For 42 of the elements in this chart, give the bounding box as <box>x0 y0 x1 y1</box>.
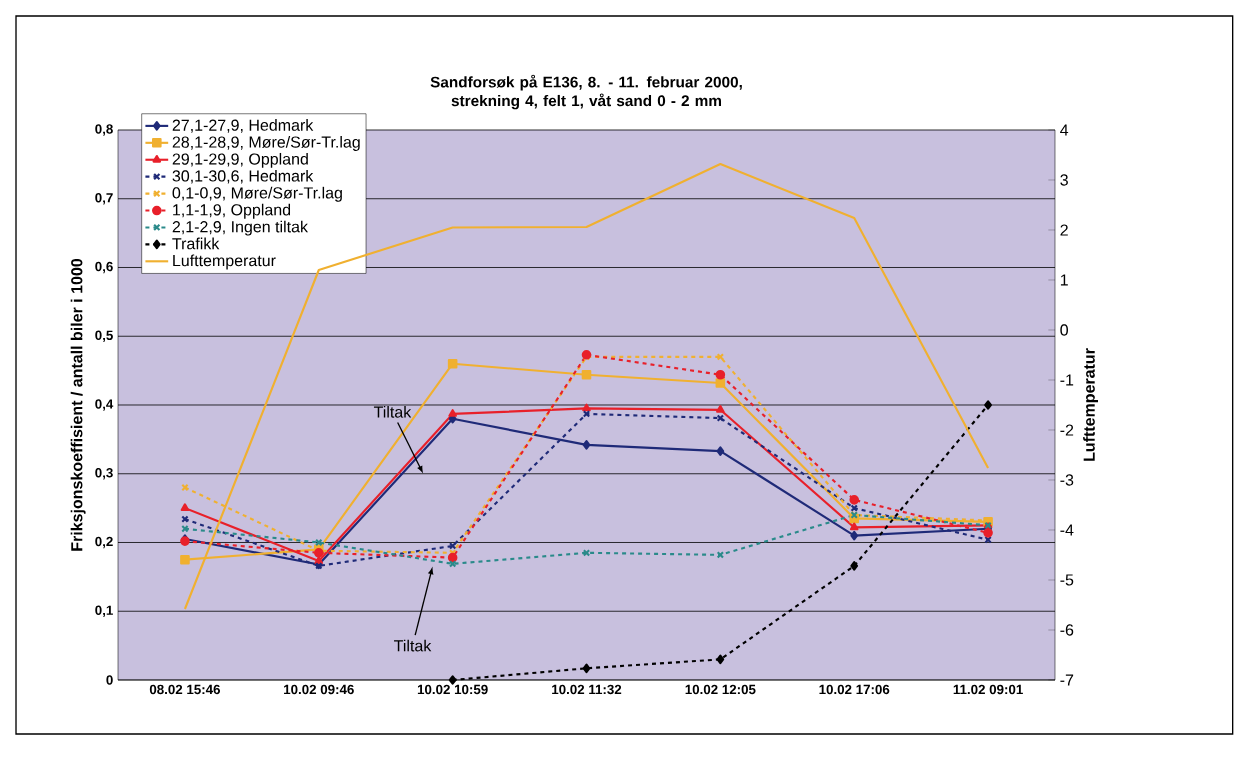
legend-label: Lufttemperatur <box>173 254 276 270</box>
legend-label: 27,1-27,9, Hedmark <box>172 119 314 133</box>
y-tick-label: 0,4 <box>95 399 114 411</box>
legend-label: 30,1-30,6, Hedmark <box>172 169 314 184</box>
y-tick-label: 0,8 <box>95 124 113 136</box>
legend-label: 28,1-28,9, Møre/Sør-Tr.lag <box>172 136 360 151</box>
x-tick-label: 10.02 10:59 <box>417 684 488 695</box>
y2-tick-label: 4 <box>1060 124 1069 136</box>
x-tick-label: 10.02 09:46 <box>284 684 354 695</box>
y2-tick-label: -2 <box>1060 424 1074 436</box>
x-tick-label: 10.02 11:32 <box>552 684 622 695</box>
y2-tick-label: -3 <box>1060 474 1074 486</box>
y2-tick-label: -5 <box>1060 574 1074 586</box>
x-tick-label: 10.02 12:05 <box>685 684 756 695</box>
chart-title: Sandforsøk på E136, 8. - 11. februar 2000, strekning 4, felt 1, våt sand 0 - 2 mm <box>430 74 742 110</box>
annotation: Tiltak <box>373 406 412 418</box>
legend-label: 2,1-2,9, Ingen tiltak <box>172 220 309 236</box>
x-tick-label: 10.02 17:06 <box>819 684 890 695</box>
y2-tick-label: -4 <box>1060 524 1074 536</box>
y-tick-label: 0,1 <box>95 605 113 617</box>
legend-label: Trafikk <box>172 237 220 250</box>
y2-tick-label: 0 <box>1060 324 1068 336</box>
legend-label: 29,1-29,9, Oppland <box>172 152 308 168</box>
y-tick-label: 0,7 <box>95 193 113 205</box>
legend-label: 0,1-0,9, Møre/Sør-Tr.lag <box>172 186 342 202</box>
y-tick-label: 0 <box>106 675 113 685</box>
y2-tick-label: 3 <box>1060 174 1068 186</box>
y-tick-label: 0,3 <box>95 468 113 480</box>
y2-tick-label: -7 <box>1060 674 1074 686</box>
y2-axis-title: Lufttemperatur <box>1083 348 1099 461</box>
y2-tick-label: 2 <box>1060 224 1068 236</box>
x-tick-label: 11.02 09:01 <box>953 684 1023 695</box>
x-tick-label: 08.02 15:46 <box>149 684 221 695</box>
y2-tick-label: 1 <box>1060 274 1068 286</box>
y-tick-label: 0,6 <box>95 261 113 274</box>
y-axis-title: Friksjonskoeffisient / antall biler i 1000 <box>70 258 86 551</box>
legend-label: 1,1-1,9, Oppland <box>173 203 291 219</box>
y-tick-label: 0,2 <box>95 536 113 549</box>
y2-tick-label: -6 <box>1060 624 1074 636</box>
y2-tick-label: -1 <box>1060 374 1074 386</box>
annotation: Tiltak <box>394 639 432 652</box>
y-tick-label: 0,5 <box>95 330 113 342</box>
